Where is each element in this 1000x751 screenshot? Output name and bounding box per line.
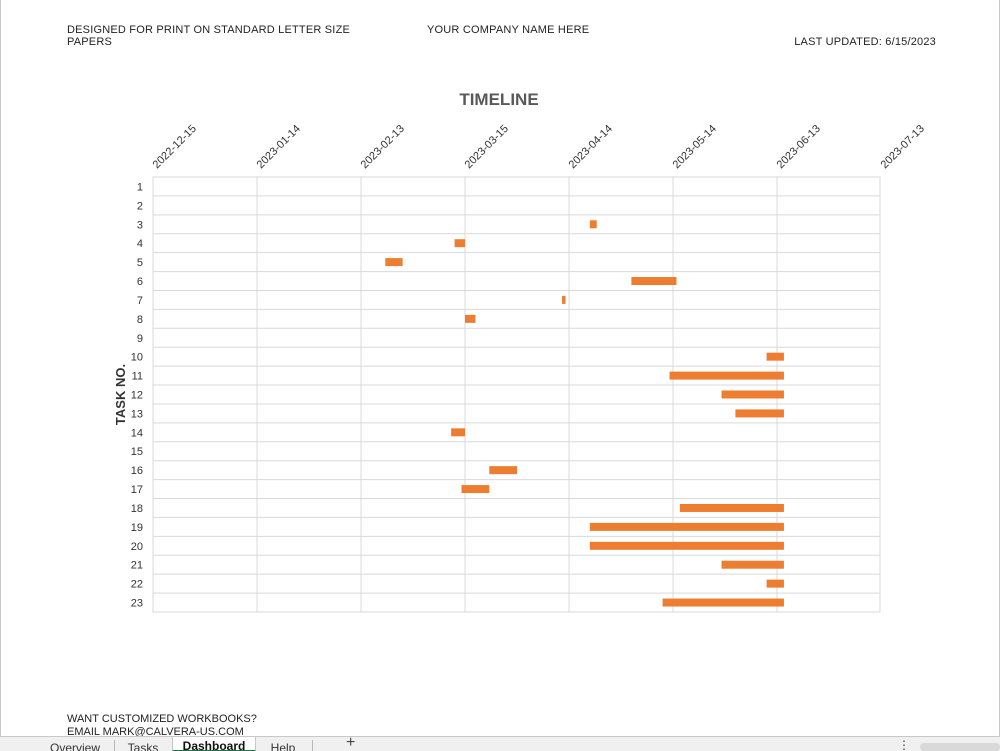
task-bar-13: [735, 409, 784, 418]
task-bar-17: [461, 485, 490, 494]
y-tick-label: 22: [131, 579, 143, 591]
task-bar-16: [489, 466, 517, 475]
task-bar-18: [679, 503, 784, 512]
company-name: YOUR COMPANY NAME HERE: [427, 24, 590, 36]
plot-area: [152, 176, 881, 613]
tab-tasks[interactable]: Tasks: [127, 741, 159, 751]
y-tick-label: 7: [137, 295, 143, 307]
y-tick-label: 23: [131, 598, 143, 610]
add-sheet-icon[interactable]: +: [346, 736, 356, 751]
task-bar-22: [766, 579, 784, 588]
task-bar-4: [454, 239, 465, 248]
y-tick-label: 18: [131, 503, 143, 515]
tab-separator: [312, 740, 313, 751]
y-tick-label: 17: [131, 484, 143, 496]
y-tick-label: 4: [137, 238, 143, 250]
y-tick-label: 2: [137, 200, 143, 212]
x-tick-label: 2023-04-14: [567, 123, 615, 171]
task-bar-7: [562, 295, 566, 304]
chart-title: TIMELINE: [459, 90, 538, 109]
task-bar-10: [766, 352, 784, 361]
timeline-chart: TIMELINE 2022-12-15 2023-01-14 2023-02-13 20…: [113, 90, 927, 613]
x-tick-label: 2023-03-15: [463, 123, 511, 171]
sheet-tab-bar: Overview Tasks Dashboard Help + ⋮: [0, 736, 1000, 751]
x-tick-label: 2023-05-14: [671, 123, 719, 171]
y-tick-label: 9: [137, 333, 143, 345]
task-bar-6: [631, 277, 677, 286]
task-bar-20: [589, 541, 784, 550]
x-tick-label: 2023-01-14: [255, 123, 303, 171]
promo-line-2: EMAIL MARK@CALVERA-US.COM: [67, 726, 244, 738]
y-tick-label: 14: [131, 427, 143, 439]
y-tick-label: 20: [131, 541, 143, 553]
task-bar-11: [669, 371, 784, 380]
y-tick-label: 5: [137, 257, 143, 269]
y-tick-label: 15: [131, 446, 143, 458]
task-bar-8: [465, 314, 476, 323]
task-bar-23: [662, 598, 784, 607]
y-tick-label: 8: [137, 314, 143, 326]
x-tick-label: 2022-12-15: [151, 123, 199, 171]
tab-overview[interactable]: Overview: [49, 741, 100, 751]
tab-separator: [114, 740, 115, 751]
tab-dashboard[interactable]: Dashboard: [172, 737, 256, 751]
y-tick-label: 21: [131, 560, 143, 572]
task-bar-3: [589, 220, 597, 229]
sheet-left-edge: [0, 0, 1, 736]
promo-line-1: WANT CUSTOMIZED WORKBOOKS?: [67, 713, 257, 725]
task-bar-5: [385, 258, 403, 267]
x-tick-label: 2023-02-13: [359, 123, 407, 171]
y-tick-label: 19: [131, 522, 143, 534]
y-tick-label: 1: [137, 181, 143, 193]
footer-promo: WANT CUSTOMIZED WORKBOOKS? EMAIL MARK@CA…: [67, 713, 257, 739]
y-tick-label: 3: [137, 219, 143, 231]
task-bar-19: [589, 522, 784, 531]
last-updated: LAST UPDATED: 6/15/2023: [794, 36, 936, 48]
y-tick-label: 13: [131, 408, 143, 420]
tab-help[interactable]: Help: [270, 741, 296, 751]
task-bar-14: [451, 428, 465, 437]
x-tick-label: 2023-06-13: [775, 123, 823, 171]
y-tick-label: 12: [131, 390, 143, 402]
horizontal-scrollbar[interactable]: [920, 743, 1000, 751]
y-axis-label: TASK NO.: [113, 364, 128, 425]
y-tick-label: 16: [131, 465, 143, 477]
print-note: DESIGNED FOR PRINT ON STANDARD LETTER SI…: [67, 24, 351, 48]
x-tick-label: 2023-07-13: [879, 123, 927, 171]
y-tick-label: 10: [131, 352, 143, 364]
task-bar-21: [721, 560, 784, 569]
more-options-icon[interactable]: ⋮: [898, 738, 910, 751]
y-tick-label: 6: [137, 276, 143, 288]
y-tick-label: 11: [132, 371, 143, 383]
task-bar-12: [721, 390, 784, 399]
